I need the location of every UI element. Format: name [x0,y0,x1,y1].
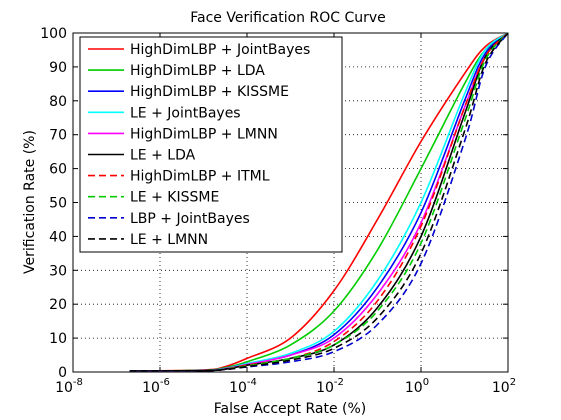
y-tick-label: 20 [49,297,67,313]
y-tick-label: 80 [49,94,67,110]
y-tick-label: 90 [49,60,67,76]
legend: HighDimLBP + JointBayes HighDimLBP + LDA H… [79,36,343,253]
y-tick-label: 60 [49,162,67,178]
chart-title: Face Verification ROC Curve [190,10,386,26]
legend-label: LE + KISSME [130,190,219,206]
x-tick-label: 10-6 [142,377,170,396]
y-tick-label: 70 [49,128,67,144]
y-tick-label: 10 [49,331,67,347]
x-tick-label: 10-4 [229,377,257,396]
x-tick-label: 10-8 [55,377,83,396]
legend-box [79,36,343,253]
axis-ticks: 10-8 10-6 10-4 10-2 100 102010203040506070809… [40,26,516,396]
legend-label: LBP + JointBayes [130,211,250,227]
legend-label: HighDimLBP + LMNN [130,126,278,142]
x-axis-title: False Accept Rate (%) [214,401,367,417]
legend-label: HighDimLBP + JointBayes [130,42,310,58]
x-tick-label: 102 [492,377,516,396]
y-axis-title: Verification Rate (%) [22,130,38,274]
legend-label: LE + LMNN [130,232,208,248]
legend-label: LE + JointBayes [130,105,241,121]
legend-label: HighDimLBP + KISSME [130,84,289,100]
y-tick-label: 30 [49,263,67,279]
y-tick-label: 50 [49,196,67,212]
series-layer [129,32,509,372]
y-tick-label: 100 [40,26,67,42]
y-tick-label: 40 [49,229,67,245]
series-line-le-lmnn [129,32,509,372]
y-tick-label: 0 [58,365,67,381]
legend-label: HighDimLBP + ITML [130,169,270,185]
x-tick-label: 100 [405,377,429,396]
legend-label: LE + LDA [130,148,196,164]
x-tick-label: 10-2 [316,377,344,396]
legend-label: HighDimLBP + LDA [130,63,265,79]
